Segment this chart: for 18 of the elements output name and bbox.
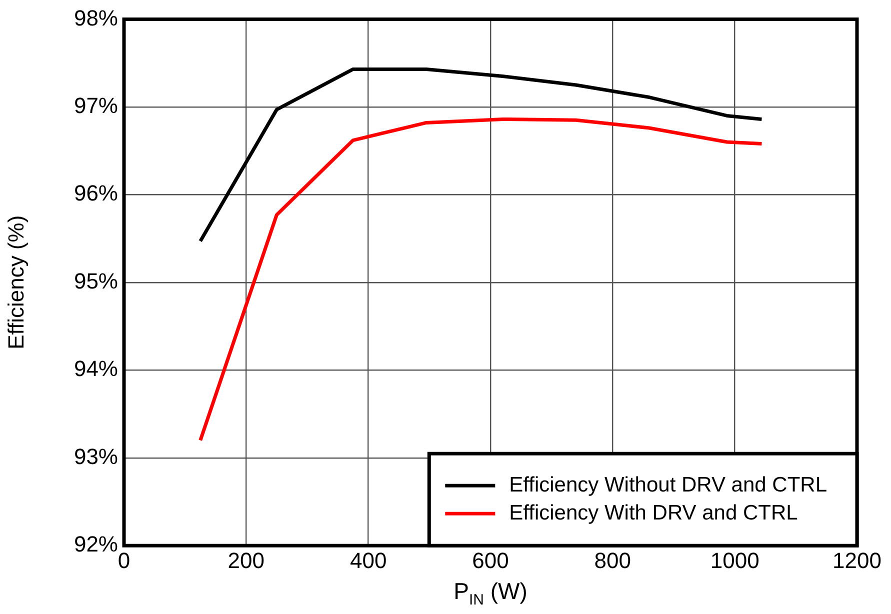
x-tick-label: 800 bbox=[594, 548, 632, 573]
y-tick-label: 96% bbox=[74, 180, 118, 206]
x-tick-label: 600 bbox=[472, 548, 509, 573]
y-tick-label: 92% bbox=[74, 532, 118, 557]
legend-label: Efficiency Without DRV and CTRL bbox=[509, 473, 828, 496]
y-tick-label: 95% bbox=[74, 268, 118, 294]
x-axis-title: P$_{IN}$ (W) bbox=[452, 578, 528, 609]
x-tick-label: 200 bbox=[228, 548, 265, 573]
y-axis-title: Efficiency (%) bbox=[3, 215, 28, 350]
x-tick-label: 1000 bbox=[710, 548, 760, 573]
y-tick-label: 97% bbox=[74, 92, 118, 118]
y-tick-label: 93% bbox=[74, 444, 118, 469]
x-tick-label: 0 bbox=[118, 548, 130, 573]
x-tick-label: 1200 bbox=[832, 548, 882, 573]
legend-label: Efficiency With DRV and CTRL bbox=[509, 501, 798, 524]
y-tick-label: 94% bbox=[74, 356, 118, 382]
y-tick-label: 98% bbox=[74, 5, 118, 30]
x-tick-label: 400 bbox=[350, 548, 387, 573]
